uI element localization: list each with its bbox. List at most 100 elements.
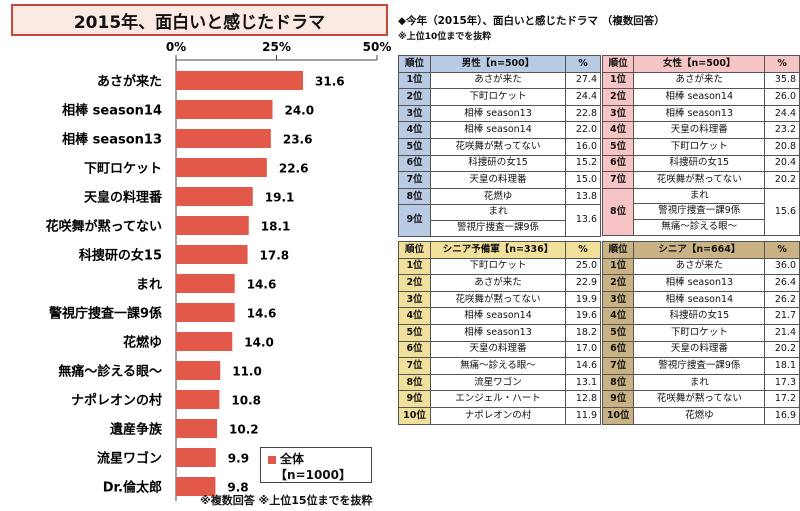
table-row: 10位 ナポレオンの村 11.9 — [398, 406, 601, 425]
category-label: 警視庁捜査一課9係 — [49, 306, 162, 322]
x-tick-label: 50% — [363, 40, 392, 54]
title-cell: 相棒 season13 — [633, 274, 766, 292]
data-label: 31.6 — [315, 75, 345, 89]
rank-cell: 10位 — [601, 406, 635, 425]
right-subtitle: ※上位10位までを抜粋 — [398, 32, 492, 42]
rank-cell: 4位 — [398, 121, 431, 139]
pct-cell: 18.2 — [565, 323, 601, 342]
rank-cell: 4位 — [398, 307, 431, 325]
rank-cell: 1位 — [398, 71, 431, 90]
category-label: 相棒 season14 — [62, 103, 162, 119]
header-rank: 順位 — [398, 241, 431, 259]
table-row: 7位 花咲舞が黙ってない 20.2 — [601, 171, 800, 189]
bar — [176, 71, 304, 90]
title-line: まれ — [488, 206, 508, 218]
title-cell: あさが来た — [430, 274, 566, 292]
pct-cell: 27.4 — [565, 71, 601, 90]
table-row: 3位 相棒 season14 26.2 — [601, 290, 800, 309]
title-cell: ナポレオンの村 — [430, 406, 566, 425]
category-label: 科捜研の女15 — [79, 248, 162, 264]
header-rank: 順位 — [398, 55, 431, 73]
right-title: ◆今年（2015年）、面白いと感じたドラマ （複数回答） — [398, 15, 665, 27]
header-group: 男性【n=500】 — [430, 55, 566, 73]
title-cell: 花咲舞が黙ってない — [633, 390, 766, 408]
pct-cell: 24.4 — [764, 104, 800, 123]
title-cell: 下町ロケット — [633, 137, 766, 156]
table-row: 4位 相棒 season14 22.0 — [398, 121, 601, 139]
table-male: 順位 男性【n=500】% 1位 あさが来た 27.4 2位 下町ロケット 24.4 3位 相棒 … — [398, 55, 601, 237]
title-cell: 花燃ゆ — [633, 406, 766, 425]
category-label: 流星ワゴン — [97, 451, 162, 467]
rank-cell: 7位 — [601, 171, 635, 189]
table-row: 2位 相棒 season13 26.4 — [601, 274, 800, 292]
data-label: 14.0 — [244, 336, 274, 350]
title-cell: 相棒 season13 — [430, 323, 566, 342]
header-group: シニア予備軍【n=336】 — [430, 241, 566, 259]
header-pct: % — [565, 241, 601, 259]
data-label: 22.6 — [279, 162, 309, 176]
title-cell: 科捜研の女15 — [633, 154, 766, 173]
pct-cell: 35.8 — [764, 71, 800, 90]
rank-cell: 1位 — [398, 257, 431, 276]
pct-cell: 22.9 — [565, 274, 601, 292]
rank-cell: 4位 — [601, 307, 635, 325]
footnote: ※複数回答 ※上位15位までを抜粋 — [200, 494, 373, 507]
header-group: 女性【n=500】 — [633, 55, 766, 73]
title-cell: 科捜研の女15 — [430, 154, 566, 173]
bar — [176, 419, 218, 438]
pct-cell: 19.9 — [565, 290, 601, 309]
data-label: 9.9 — [228, 452, 249, 466]
x-tick-label: 0% — [166, 40, 186, 54]
table-row: 6位 天皇の料理番 20.2 — [601, 340, 800, 359]
title-cell: 相棒 season14 — [430, 121, 566, 139]
title-cell: 流星ワゴン — [430, 373, 566, 392]
rank-cell: 6位 — [601, 154, 635, 173]
category-label: 相棒 season13 — [62, 132, 162, 148]
table-row: 1位 あさが来た 36.0 — [601, 257, 800, 276]
data-label: 14.6 — [247, 278, 277, 292]
category-label: あさが来た — [97, 74, 162, 90]
table-row: 7位 天皇の料理番 15.0 — [398, 171, 601, 189]
pct-cell: 16.9 — [764, 406, 800, 425]
legend-series-label: 全体 — [280, 452, 305, 466]
category-label: まれ — [136, 278, 162, 293]
table-row: 1位 下町ロケット 25.0 — [398, 257, 601, 276]
title-cell: 天皇の料理番 — [633, 121, 766, 139]
legend-swatch — [268, 456, 276, 464]
legend-n-label: 【n=1000】 — [275, 468, 351, 482]
bar — [176, 129, 271, 148]
table-senior-pre: 順位 シニア予備軍【n=336】% 1位 下町ロケット 25.0 2位 あさが来た 22.9 3… — [398, 241, 601, 425]
pct-cell: 15.6 — [764, 187, 800, 236]
rank-cell: 8位 — [398, 373, 431, 392]
rank-cell: 7位 — [398, 357, 431, 375]
category-label: Dr.倫太郎 — [103, 480, 162, 496]
bar — [176, 361, 221, 380]
table-row: 8位 まれ 17.3 — [601, 373, 800, 392]
table-row: 5位 花咲舞が黙ってない 16.0 — [398, 137, 601, 156]
table-row: 8位 流星ワゴン 13.1 — [398, 373, 601, 392]
table-row: 1位 あさが来た 27.4 — [398, 71, 601, 90]
title-cell: まれ — [633, 373, 766, 392]
title-cell: 天皇の料理番 — [430, 171, 566, 189]
title-cell-multi: まれ 警視庁捜査一課9係 無痛～診える眼～ — [633, 187, 766, 236]
table-row: 9位 花咲舞が黙ってない 17.2 — [601, 390, 800, 408]
table-row: 10位 花燃ゆ 16.9 — [601, 406, 800, 425]
pct-cell: 21.4 — [764, 323, 800, 342]
pct-cell: 13.8 — [565, 187, 601, 206]
table-header: 順位 シニア予備軍【n=336】% — [398, 241, 601, 259]
pct-cell: 13.6 — [565, 204, 601, 237]
pct-cell: 17.3 — [764, 373, 800, 392]
data-label: 9.8 — [227, 481, 248, 495]
table-row: 5位 下町ロケット 20.8 — [601, 137, 800, 156]
bar — [176, 216, 249, 235]
data-label: 14.6 — [247, 307, 277, 321]
table-row: 2位 相棒 season14 26.0 — [601, 88, 800, 106]
title-cell: 無痛～診える眼～ — [430, 357, 566, 375]
data-label: 11.0 — [232, 365, 262, 379]
header-rank: 順位 — [601, 241, 635, 259]
pct-cell: 22.8 — [565, 104, 601, 123]
legend: 全体 【n=1000】 — [260, 447, 372, 483]
pct-cell: 24.4 — [565, 88, 601, 106]
pct-cell: 22.0 — [565, 121, 601, 139]
bar — [176, 100, 273, 119]
